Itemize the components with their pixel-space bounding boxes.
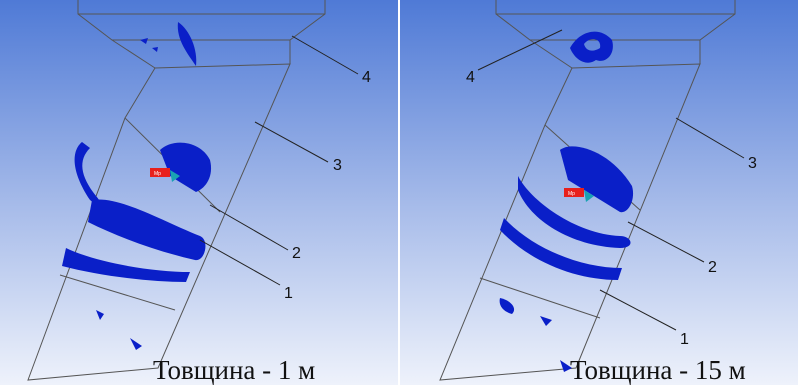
fragment-top	[570, 31, 613, 63]
callout-1: 1	[680, 331, 689, 348]
fragment-bottom	[540, 316, 572, 372]
chamber-neck-left	[111, 39, 156, 69]
marker-box	[150, 168, 170, 177]
fragment-small	[140, 38, 158, 52]
chamber-outline	[27, 63, 291, 381]
callout-4: 4	[466, 69, 475, 86]
marker-arrow	[170, 170, 180, 182]
blob-upper	[560, 146, 634, 213]
band-lower	[500, 218, 622, 280]
chamber-neck-left	[529, 39, 573, 69]
leader-1	[599, 289, 677, 331]
leader-3	[254, 121, 329, 163]
internal-plate-lower	[479, 277, 601, 319]
callout-3: 3	[748, 155, 757, 172]
leader-4	[291, 35, 359, 75]
band-middle	[518, 176, 631, 248]
hopper-outline	[495, 0, 736, 41]
panel-thickness-15m: Mp 4 3 2 1 Товщина - 15 м	[400, 0, 798, 385]
callout-3: 3	[333, 157, 342, 174]
leader-4	[477, 29, 563, 71]
hopper-outline	[77, 0, 326, 41]
callout-2: 2	[708, 259, 717, 276]
internal-plate-lower	[59, 274, 176, 311]
leader-2	[627, 221, 705, 263]
arc-fragment	[74, 142, 101, 205]
panel-divider	[398, 0, 400, 385]
background	[0, 0, 398, 385]
blob-upper	[160, 142, 212, 192]
band-lower	[62, 248, 190, 282]
caption-thickness: Товщина - 1 м	[153, 355, 316, 385]
leader-1	[199, 239, 281, 286]
panel-thickness-1m: Mp 4 3 2 1 Товщина - 1 м	[0, 0, 398, 385]
chamber-outline	[439, 63, 701, 381]
marker-label: Mp	[154, 171, 161, 177]
simulation-view-left: Mp 4 3 2 1	[0, 0, 398, 385]
marker-label: Mp	[568, 191, 575, 197]
callout-4: 4	[362, 69, 371, 86]
fragment-top	[177, 22, 197, 66]
leader-3	[675, 117, 745, 159]
callout-2: 2	[292, 245, 301, 262]
caption-thickness: Товщина - 15 м	[570, 355, 746, 385]
fragment-scatter-1	[499, 298, 515, 314]
leader-2	[209, 204, 289, 251]
fragment-bottom	[96, 310, 142, 350]
marker-arrow	[584, 190, 594, 202]
callout-1: 1	[284, 285, 293, 302]
marker-box	[564, 188, 584, 197]
simulation-view-right: Mp 4 3 2 1	[400, 0, 798, 385]
band-middle	[88, 199, 206, 261]
